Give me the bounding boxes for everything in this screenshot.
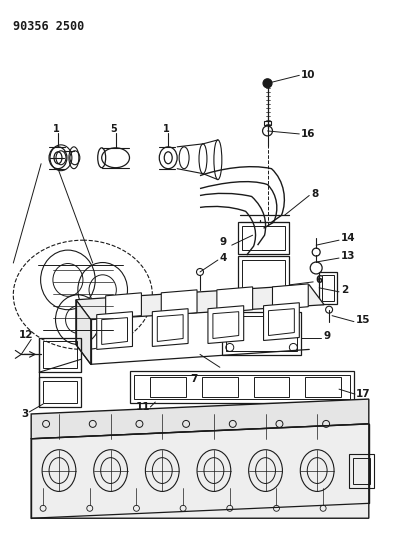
Bar (238, 256, 289, 306)
Bar (39, 377, 81, 407)
Bar (39, 337, 81, 372)
Bar (319, 272, 337, 304)
Text: 90356 2500: 90356 2500 (13, 20, 85, 33)
Polygon shape (106, 293, 141, 319)
Text: 15: 15 (356, 314, 370, 325)
Polygon shape (97, 312, 132, 350)
Bar (264, 121, 271, 125)
Polygon shape (157, 314, 183, 342)
Bar (238, 222, 289, 254)
Bar (222, 312, 301, 356)
Bar (353, 458, 370, 484)
Bar (242, 260, 285, 302)
Bar (349, 454, 374, 488)
Polygon shape (76, 285, 324, 320)
Polygon shape (31, 399, 369, 439)
Text: 1: 1 (163, 124, 170, 134)
Text: 16: 16 (301, 129, 316, 139)
Text: 13: 13 (341, 251, 356, 261)
Polygon shape (152, 309, 188, 346)
Text: 14: 14 (341, 233, 356, 243)
Bar (242, 227, 285, 250)
Text: 4: 4 (220, 253, 227, 263)
Polygon shape (217, 287, 253, 313)
Text: 8: 8 (311, 189, 318, 198)
Text: 7: 7 (190, 374, 198, 384)
Bar (226, 316, 297, 351)
Circle shape (263, 79, 272, 88)
Bar (134, 375, 350, 399)
Bar (43, 381, 77, 403)
Bar (305, 377, 341, 397)
Bar (130, 372, 354, 403)
Text: 2: 2 (341, 285, 348, 295)
Bar (150, 377, 186, 397)
Bar (254, 377, 289, 397)
Text: 1: 1 (53, 124, 60, 134)
Polygon shape (208, 306, 244, 343)
Bar (43, 342, 77, 368)
Text: 6: 6 (315, 275, 322, 285)
Polygon shape (102, 318, 128, 344)
Text: 9: 9 (220, 237, 227, 247)
Polygon shape (269, 309, 294, 335)
Text: 10: 10 (301, 70, 316, 80)
Polygon shape (264, 303, 299, 341)
Text: 11: 11 (135, 402, 150, 412)
Text: 9: 9 (323, 330, 330, 341)
Polygon shape (161, 290, 197, 316)
Text: 5: 5 (111, 124, 117, 134)
Polygon shape (31, 424, 369, 518)
Bar (202, 377, 238, 397)
Text: 17: 17 (356, 389, 371, 399)
Polygon shape (273, 284, 308, 310)
Polygon shape (213, 312, 239, 338)
Text: 3: 3 (21, 409, 28, 419)
Text: 12: 12 (19, 329, 34, 340)
Bar (322, 275, 334, 301)
Polygon shape (76, 300, 91, 365)
